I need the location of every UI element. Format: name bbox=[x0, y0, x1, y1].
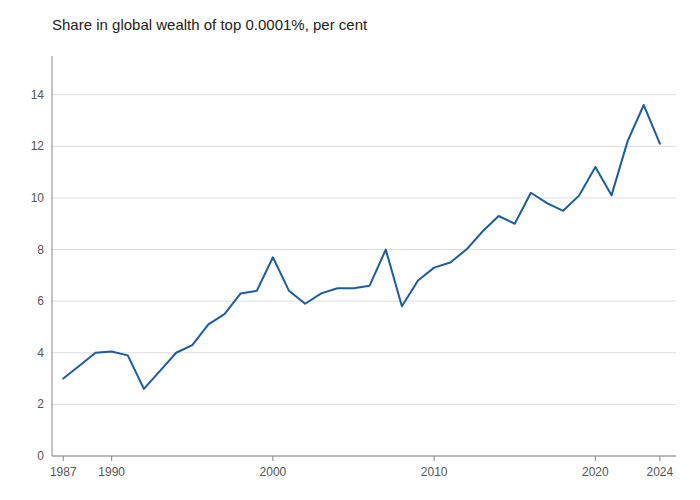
grid-line bbox=[52, 456, 676, 457]
y-tick-label: 6 bbox=[37, 294, 44, 308]
plot-area bbox=[63, 105, 660, 389]
grid-line bbox=[52, 249, 676, 250]
y-grid bbox=[52, 95, 676, 456]
y-tick-label: 2 bbox=[37, 397, 44, 411]
title: Share in global wealth of top 0.0001%, p… bbox=[52, 16, 368, 33]
grid-line bbox=[52, 404, 676, 405]
x-tick-label: 2024 bbox=[647, 465, 674, 479]
y-tick-label: 10 bbox=[31, 191, 45, 205]
x-tick-label: 2020 bbox=[582, 465, 609, 479]
data-line bbox=[63, 105, 660, 389]
y-tick-label: 12 bbox=[31, 139, 45, 153]
x-tick-label: 2000 bbox=[260, 465, 287, 479]
x-tick bbox=[659, 456, 660, 461]
grid-line bbox=[52, 94, 676, 95]
y-tick-label: 0 bbox=[37, 449, 44, 463]
x-tick bbox=[595, 456, 596, 461]
grid-line bbox=[52, 352, 676, 353]
chart: Share in global wealth of top 0.0001%, p… bbox=[0, 0, 700, 500]
x-axis-line bbox=[52, 456, 676, 457]
x-tick bbox=[111, 456, 112, 461]
x-tick-label: 1990 bbox=[98, 465, 125, 479]
x-tick-label: 2010 bbox=[421, 465, 448, 479]
x-tick bbox=[272, 456, 273, 461]
x-tick bbox=[434, 456, 435, 461]
x-tick-label: 1987 bbox=[50, 465, 77, 479]
y-axis-line bbox=[52, 56, 53, 456]
y-tick-label: 14 bbox=[31, 88, 45, 102]
y-tick-label: 4 bbox=[37, 346, 44, 360]
grid-line bbox=[52, 301, 676, 302]
grid-line bbox=[52, 197, 676, 198]
grid-line bbox=[52, 146, 676, 147]
y-tick-label: 8 bbox=[37, 243, 44, 257]
chart-container: Share in global wealth of top 0.0001%, p… bbox=[0, 0, 700, 500]
x-tick bbox=[63, 456, 64, 461]
